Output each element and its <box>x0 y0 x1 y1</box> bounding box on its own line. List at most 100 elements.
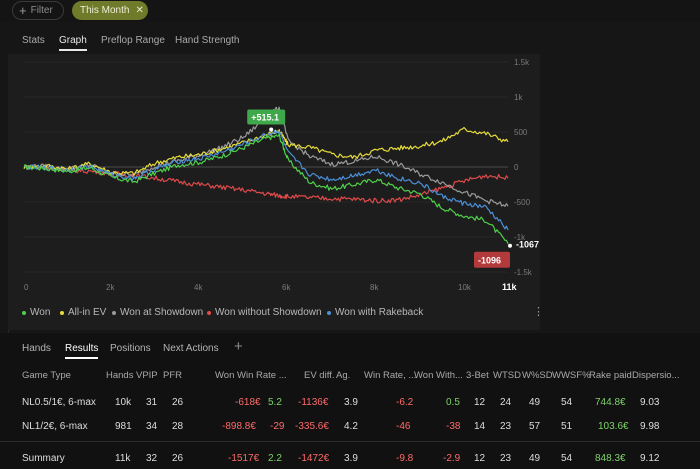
filter-bar: + Filter This Month ✕ <box>0 0 700 22</box>
summary-row[interactable]: Summary 11k 32 26 -1517€ 2.2 -1472€ 3.9 … <box>0 441 700 469</box>
view-tabs: Stats Graph Preflop Range Hand Strength <box>0 30 700 52</box>
add-filter-button[interactable]: + Filter <box>12 1 64 20</box>
x-tick-label: 2k <box>106 283 115 292</box>
tab-preflop-range[interactable]: Preflop Range <box>101 35 165 46</box>
table-header: Game Type Hands VPIP PFR Won Win Rate ..… <box>0 363 700 387</box>
legend-label-rakeback: Won with Rakeback <box>335 307 424 318</box>
cell-3bet: 12 <box>474 453 486 464</box>
tab-hand-strength[interactable]: Hand Strength <box>175 35 240 46</box>
cell-hands: 10k <box>115 397 132 408</box>
cell-wwsf: 54 <box>561 397 573 408</box>
legend-non-showdown[interactable]: Won without Showdown <box>207 307 322 318</box>
legend-allin-ev[interactable]: All-in EV <box>60 307 106 318</box>
cell-pfr: 28 <box>172 421 184 432</box>
plus-icon: + <box>19 3 27 18</box>
col-pfr[interactable]: PFR <box>163 370 182 381</box>
legend-dot-rakeback <box>327 310 331 315</box>
tab-hands[interactable]: Hands <box>22 343 51 354</box>
col-win-rate[interactable]: Win Rate ... <box>237 370 287 381</box>
col-game-type[interactable]: Game Type <box>22 370 71 381</box>
table-row[interactable]: NL1/2€, 6-max 981 34 28 -898.8€ -29 -335… <box>0 415 700 437</box>
x-tick-label: 11k <box>502 282 518 292</box>
legend-dot-won <box>22 310 26 315</box>
col-ag[interactable]: Ag. <box>336 370 351 381</box>
cell-rake-paid: 744.8€ <box>595 397 626 408</box>
col-vpip[interactable]: VPIP <box>136 370 158 381</box>
cell-won: -618€ <box>235 397 261 408</box>
legend-dot-non-showdown <box>207 310 211 315</box>
legend-label-allin-ev: All-in EV <box>68 307 107 318</box>
tab-next-actions[interactable]: Next Actions <box>163 343 219 354</box>
results-area: Hands Results Positions Next Actions + G… <box>0 333 700 469</box>
y-tick-label: -1.5k <box>514 268 533 277</box>
results-line-chart: 1.5k 1k 500 0 -500 -1k -1.5k 0 2k 4k 6k 8k 10k 11k +51… <box>23 58 539 292</box>
cell-vpip: 32 <box>146 453 158 464</box>
add-filter-label: Filter <box>30 5 53 16</box>
cell-3bet: 12 <box>474 397 486 408</box>
cell-wtsd: 23 <box>500 453 512 464</box>
cell-rake-paid: 103.6€ <box>598 421 629 432</box>
add-tab-icon[interactable]: + <box>234 338 243 355</box>
more-options-icon[interactable]: ⋮ <box>533 306 544 318</box>
col-3bet[interactable]: 3-Bet <box>466 370 489 381</box>
legend-dot-showdown <box>112 310 116 315</box>
cell-summary-label: Summary <box>22 453 65 464</box>
cell-dispersion: 9.12 <box>640 453 660 464</box>
peak-marker <box>269 127 274 132</box>
col-dispersion[interactable]: Dispersio... <box>632 370 680 381</box>
col-hands[interactable]: Hands <box>106 370 134 381</box>
tab-stats[interactable]: Stats <box>22 35 45 46</box>
col-win-rate-2[interactable]: Win Rate, ... <box>364 370 417 381</box>
col-wwsf[interactable]: WWSF% <box>552 370 591 381</box>
cell-ag: 3.9 <box>344 453 358 464</box>
legend-won[interactable]: Won <box>22 307 50 318</box>
cell-win-rate: -29 <box>270 421 285 432</box>
table-row[interactable]: NL0.5/1€, 6-max 10k 31 26 -618€ 5.2 -113… <box>0 391 700 413</box>
x-tick-label: 4k <box>194 283 203 292</box>
series-line-all-in-ev <box>23 126 509 176</box>
series-line-won <box>23 133 509 244</box>
x-tick-label: 6k <box>282 283 291 292</box>
tab-positions[interactable]: Positions <box>110 343 151 354</box>
x-tick-label: 8k <box>370 283 379 292</box>
x-tick-label: 0 <box>24 283 29 292</box>
cell-hands: 981 <box>115 421 132 432</box>
legend-rakeback[interactable]: Won with Rakeback <box>327 307 423 318</box>
tab-results[interactable]: Results <box>65 343 99 359</box>
y-tick-label: 0 <box>514 163 519 172</box>
tab-graph[interactable]: Graph <box>59 35 87 51</box>
cell-win-rate-2: -46 <box>396 421 411 432</box>
graph-panel: 1.5k 1k 500 0 -500 -1k -1.5k 0 2k 4k 6k 8k 10k 11k +51… <box>8 54 540 330</box>
cell-wsd: 49 <box>529 397 541 408</box>
legend-label-non-showdown: Won without Showdown <box>215 307 322 318</box>
cell-wwsf: 54 <box>561 453 573 464</box>
end-marker <box>508 243 512 248</box>
col-ev-diff[interactable]: EV diff. <box>304 370 335 381</box>
chart-legend: Won All-in EV Won at Showdown Won withou… <box>8 302 544 322</box>
this-month-chip[interactable]: This Month ✕ <box>72 1 148 20</box>
close-icon[interactable]: ✕ <box>135 5 144 16</box>
peak-badge <box>247 109 286 125</box>
y-tick-label: 1k <box>514 93 523 102</box>
cell-rake-paid: 848.3€ <box>595 453 626 464</box>
col-wsd[interactable]: W%SD <box>522 370 553 381</box>
legend-showdown[interactable]: Won at Showdown <box>112 307 203 318</box>
legend-label-won: Won <box>30 307 51 318</box>
cell-win-rate: 5.2 <box>268 397 282 408</box>
cell-game-type: NL1/2€, 6-max <box>22 421 88 432</box>
col-wtsd[interactable]: WTSD <box>493 370 521 381</box>
col-won-with[interactable]: Won With... <box>414 370 463 381</box>
legend-label-showdown: Won at Showdown <box>120 307 204 318</box>
cell-win-rate-2: -6.2 <box>396 397 414 408</box>
cell-3bet: 14 <box>474 421 486 432</box>
cell-wtsd: 23 <box>500 421 512 432</box>
series-line-won-with-rakeback <box>23 129 509 231</box>
col-rake-paid[interactable]: Rake paid <box>589 370 632 381</box>
cell-wsd: 57 <box>529 421 541 432</box>
cell-game-type: NL0.5/1€, 6-max <box>22 397 96 408</box>
end-badge <box>474 251 510 268</box>
cell-win-rate: 2.2 <box>268 453 282 464</box>
cell-win-rate-2: -9.8 <box>396 453 414 464</box>
col-won[interactable]: Won <box>215 370 235 381</box>
y-tick-label: 1.5k <box>514 58 530 67</box>
